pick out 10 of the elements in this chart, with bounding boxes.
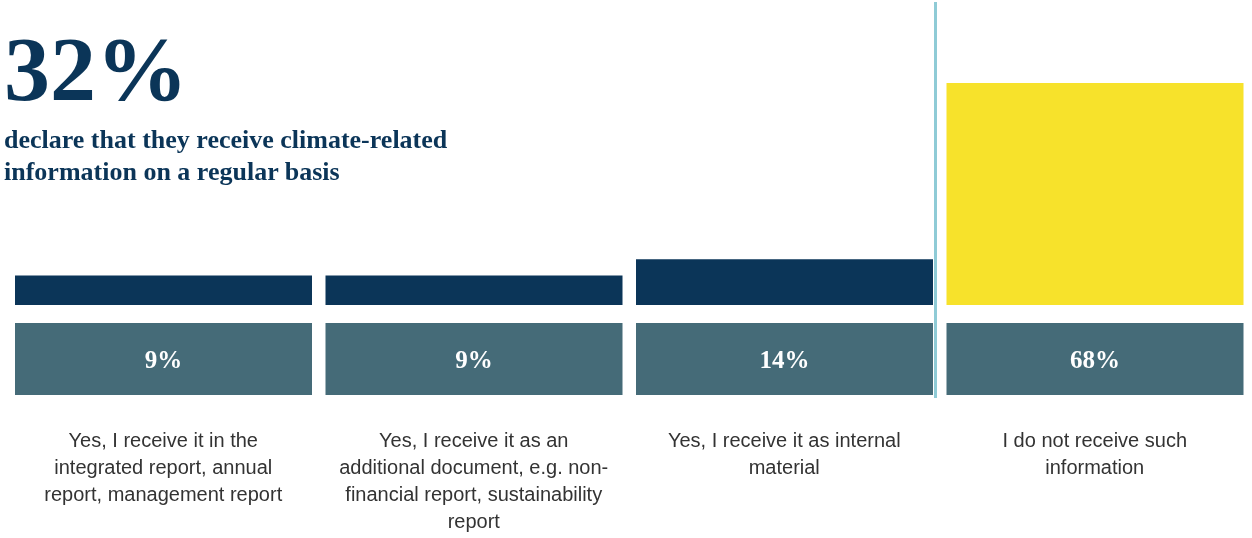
x-tick-label: Yes, I receive it in the integrated report, annual report, management report [43, 428, 284, 507]
x-tick-label: I do not receive such information [1001, 428, 1189, 480]
text: declare that they receive climate-related information on a regular basis [4, 124, 449, 188]
x-tick-label: Yes, I receive it as internal material [666, 428, 902, 480]
chart-title: 32% [4, 17, 188, 122]
data-label: 9% [144, 345, 183, 373]
data-label: 9% [455, 345, 493, 373]
data-label: 14% [759, 345, 810, 373]
x-tick-label: Yes, I receive it as an additional document, e.g. non-financial report, sustainability report [338, 428, 609, 534]
data-label: 68% [1070, 345, 1120, 373]
